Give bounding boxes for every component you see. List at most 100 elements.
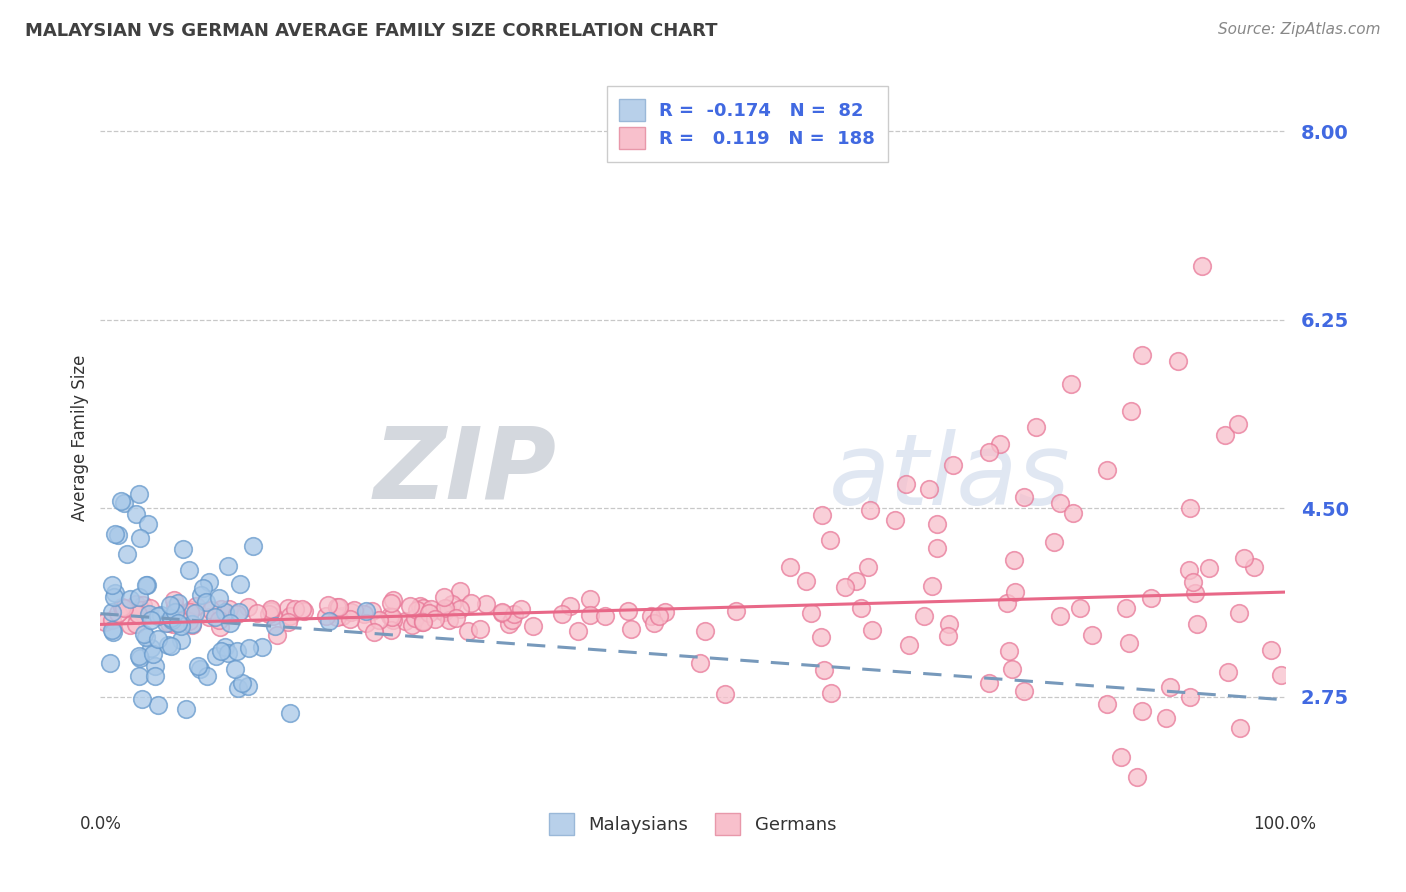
Point <box>501 613 523 627</box>
Point <box>187 659 209 673</box>
Point <box>1227 417 1250 431</box>
Point <box>177 563 200 577</box>
Point <box>112 496 135 510</box>
Point <box>224 662 246 676</box>
Point <box>820 533 842 548</box>
Point <box>1187 616 1209 631</box>
Point <box>1001 662 1024 676</box>
Point <box>104 586 127 600</box>
Point <box>475 597 498 611</box>
Point <box>654 605 676 619</box>
Point <box>326 610 349 624</box>
Point <box>398 599 420 614</box>
Point <box>411 615 433 629</box>
Point <box>191 581 214 595</box>
Point <box>143 659 166 673</box>
Point <box>166 596 188 610</box>
Point <box>146 632 169 646</box>
Point <box>1154 711 1177 725</box>
Point <box>990 436 1012 450</box>
Point <box>921 579 943 593</box>
Point <box>101 605 124 619</box>
Point <box>94 615 117 629</box>
Point <box>1229 721 1251 735</box>
Point <box>190 588 212 602</box>
Point <box>1260 642 1282 657</box>
Point <box>225 607 247 621</box>
Point <box>925 541 948 556</box>
Point <box>160 610 183 624</box>
Point <box>1243 560 1265 574</box>
Point <box>101 577 124 591</box>
Point <box>1002 553 1025 567</box>
Point <box>894 477 917 491</box>
Point <box>128 649 150 664</box>
Point <box>433 605 456 619</box>
Point <box>263 619 285 633</box>
Point <box>127 607 149 621</box>
Point <box>430 604 453 618</box>
Point <box>441 597 464 611</box>
Point <box>579 591 602 606</box>
Point <box>813 663 835 677</box>
Point <box>330 608 353 623</box>
Point <box>1167 353 1189 368</box>
Text: Source: ZipAtlas.com: Source: ZipAtlas.com <box>1218 22 1381 37</box>
Point <box>214 605 236 619</box>
Point <box>412 601 434 615</box>
Point <box>172 542 194 557</box>
Point <box>139 613 162 627</box>
Point <box>1215 428 1237 442</box>
Point <box>291 602 314 616</box>
Point <box>470 622 492 636</box>
Point <box>246 606 269 620</box>
Point <box>214 640 236 654</box>
Point <box>354 616 377 631</box>
Point <box>409 599 432 614</box>
Point <box>419 602 441 616</box>
Point <box>997 644 1019 658</box>
Point <box>260 604 283 618</box>
Point <box>558 599 581 613</box>
Point <box>1178 501 1201 516</box>
Point <box>779 560 801 574</box>
Point <box>111 599 134 614</box>
Point <box>593 609 616 624</box>
Point <box>522 618 544 632</box>
Point <box>918 482 941 496</box>
Point <box>643 615 665 630</box>
Point <box>134 627 156 641</box>
Point <box>162 613 184 627</box>
Point <box>361 604 384 618</box>
Point <box>401 618 423 632</box>
Point <box>1159 681 1181 695</box>
Point <box>209 602 232 616</box>
Point <box>146 609 169 624</box>
Point <box>1095 463 1118 477</box>
Point <box>380 596 402 610</box>
Point <box>136 517 159 532</box>
Point <box>229 576 252 591</box>
Point <box>180 617 202 632</box>
Point <box>1062 506 1084 520</box>
Point <box>163 592 186 607</box>
Point <box>170 615 193 629</box>
Point <box>343 603 366 617</box>
Point <box>104 527 127 541</box>
Point <box>170 633 193 648</box>
Point <box>184 606 207 620</box>
Point <box>1109 750 1132 764</box>
Point <box>856 560 879 574</box>
Point <box>1132 348 1154 362</box>
Point <box>368 613 391 627</box>
Point <box>135 630 157 644</box>
Point <box>433 590 456 604</box>
Point <box>1178 690 1201 704</box>
Point <box>394 614 416 628</box>
Point <box>124 598 146 612</box>
Point <box>860 624 883 638</box>
Point <box>316 598 339 612</box>
Point <box>457 624 479 638</box>
Point <box>315 609 337 624</box>
Point <box>160 639 183 653</box>
